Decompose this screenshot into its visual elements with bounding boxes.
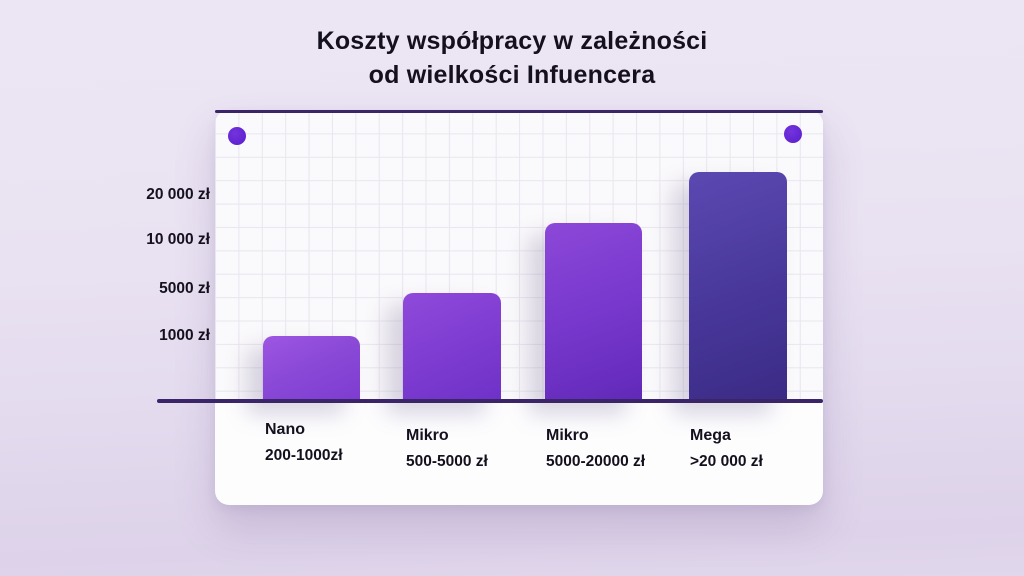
- accent-dot-left-icon: [228, 127, 246, 145]
- y-tick-10000: 10 000 zł: [146, 231, 210, 248]
- bar-mega: [689, 172, 787, 402]
- accent-dot-right-icon: [784, 125, 802, 143]
- x-category-range: 200-1000zł: [265, 447, 343, 464]
- chart-top-border-line: [215, 110, 823, 113]
- x-label-mega: Mega >20 000 zł: [690, 423, 840, 475]
- x-label-mikro-small: Mikro 500-5000 zł: [406, 423, 556, 475]
- y-tick-20000: 20 000 zł: [146, 186, 210, 203]
- x-category-range: 5000-20000 zł: [546, 453, 646, 470]
- x-category-range: 500-5000 zł: [406, 453, 488, 470]
- x-category-name: Nano: [265, 421, 305, 438]
- chart-title-line1: Koszty współpracy w zależności: [316, 27, 708, 55]
- x-label-mikro-large: Mikro 5000-20000 zł: [546, 423, 696, 475]
- bar-mikro-large: [545, 223, 642, 402]
- chart-title-line2: od wielkości Infuencera: [368, 61, 656, 89]
- chart-title: Koszty współpracy w zależności od wielko…: [0, 24, 1024, 92]
- x-category-range: >20 000 zł: [690, 453, 763, 470]
- x-category-name: Mikro: [546, 427, 589, 444]
- bar-mikro-small: [403, 293, 501, 402]
- x-category-name: Mega: [690, 427, 731, 444]
- y-tick-5000: 5000 zł: [159, 280, 210, 297]
- y-tick-1000: 1000 zł: [159, 327, 210, 344]
- bar-nano: [263, 336, 360, 402]
- x-axis-line: [157, 399, 823, 403]
- x-label-nano: Nano 200-1000zł: [265, 417, 415, 469]
- x-category-name: Mikro: [406, 427, 449, 444]
